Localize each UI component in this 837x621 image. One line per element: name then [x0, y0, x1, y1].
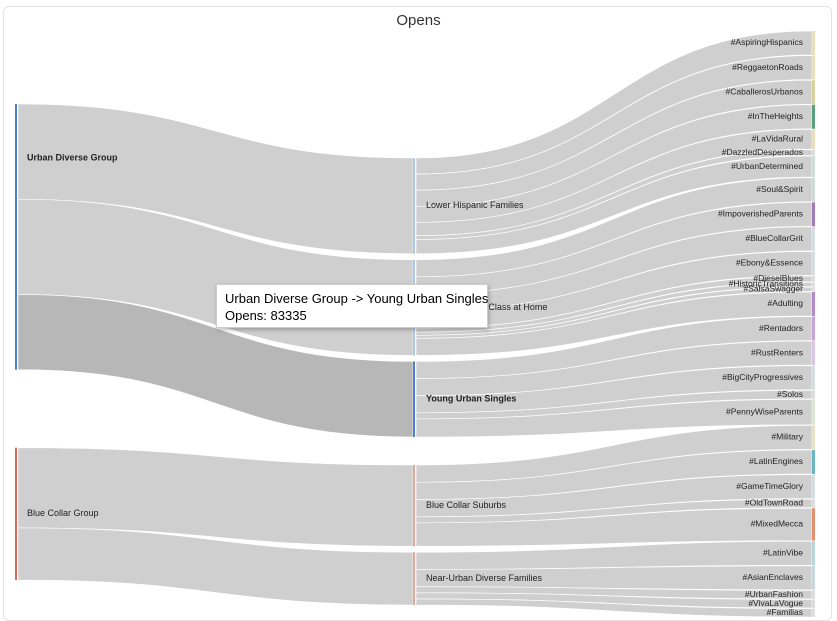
- node-familias[interactable]: [812, 608, 815, 617]
- node-impoverishedparents[interactable]: [812, 202, 815, 227]
- label-soul-spirit: #Soul&Spirit: [756, 184, 803, 194]
- label-asianenclaves: #AsianEnclaves: [743, 572, 803, 582]
- label-near-urban-diverse-families: Near-Urban Diverse Families: [426, 573, 543, 583]
- node-solos[interactable]: [812, 390, 815, 399]
- node-asianenclaves[interactable]: [812, 565, 815, 590]
- tooltip-value: Opens: 83335: [225, 308, 307, 323]
- labels-layer: Urban Diverse Group Blue Collar Group Lowe…: [27, 37, 804, 617]
- node-rustrenters[interactable]: [812, 341, 815, 366]
- node-oldtownroad[interactable]: [812, 499, 815, 508]
- label-rentadors: #Rentadors: [759, 323, 803, 333]
- node-near-urban-diverse-families[interactable]: [413, 552, 415, 605]
- label-adulting: #Adulting: [768, 298, 804, 308]
- label-urbanfashion: #UrbanFashion: [745, 589, 803, 599]
- link-lower-hispanic-families-to-urbandetermined[interactable]: [415, 155, 813, 255]
- node-mixedmecca[interactable]: [812, 508, 815, 541]
- node-young-urban-singles[interactable]: [413, 361, 415, 437]
- link-young-urban-singles-to-pennywiseparents[interactable]: [415, 399, 813, 438]
- node-blue-collar-group[interactable]: [15, 447, 17, 580]
- label-solos: #Solos: [777, 389, 803, 399]
- node-bluecollargrit[interactable]: [812, 226, 815, 251]
- node-soul-spirit[interactable]: [812, 177, 815, 202]
- node-blue-collar-suburbs[interactable]: [413, 465, 415, 547]
- node-adulting[interactable]: [812, 291, 815, 316]
- label-urbandetermined: #UrbanDetermined: [731, 161, 803, 171]
- tooltip-title: Urban Diverse Group -> Young Urban Singl…: [225, 291, 489, 306]
- label-latinengines: #LatinEngines: [749, 456, 803, 466]
- label-lower-hispanic-families: Lower Hispanic Families: [426, 200, 524, 210]
- node-gametimeglory[interactable]: [812, 474, 815, 499]
- tooltip: Urban Diverse Group -> Young Urban Singl…: [216, 284, 488, 328]
- label-dieselblues: #DieselBlues: [753, 273, 803, 283]
- label-rustrenters: #RustRenters: [751, 347, 803, 357]
- node-pennywiseparents[interactable]: [812, 399, 815, 425]
- label-familias: #Familias: [767, 607, 803, 617]
- node-aspiringhispanics[interactable]: [812, 31, 815, 55]
- node-urbanfashion[interactable]: [812, 590, 815, 599]
- node-urbandetermined[interactable]: [812, 155, 815, 178]
- label-salsaswagger: #SalsaSwagger: [743, 283, 803, 293]
- node-ebony-essence[interactable]: [812, 251, 815, 276]
- label-intheheights: #InTheHeights: [748, 111, 803, 121]
- node-reggaetonroads[interactable]: [812, 55, 815, 80]
- node-latinengines[interactable]: [812, 449, 815, 474]
- label-bigcityprogressives: #BigCityProgressives: [722, 372, 803, 382]
- label-blue-collar-suburbs: Blue Collar Suburbs: [426, 500, 507, 510]
- node-dazzleddesperados[interactable]: [812, 149, 815, 156]
- label-mixedmecca: #MixedMecca: [751, 519, 804, 529]
- node-lower-hispanic-families[interactable]: [413, 158, 415, 254]
- label-urban-diverse-group: Urban Diverse Group: [27, 153, 118, 163]
- node-salsaswagger[interactable]: [812, 287, 815, 292]
- label-oldtownroad: #OldTownRoad: [745, 498, 803, 508]
- label-vivalavogue: #VivaLaVogue: [748, 598, 803, 608]
- label-caballerosurbanos: #CaballerosUrbanos: [726, 86, 804, 96]
- label-historictransitions: #HistoricTransitions: [729, 279, 803, 289]
- node-bigcityprogressives[interactable]: [812, 365, 815, 390]
- node-latinvibe[interactable]: [812, 541, 815, 566]
- node-vivalavogue[interactable]: [812, 599, 815, 608]
- label-impoverishedparents: #ImpoverishedParents: [718, 209, 803, 219]
- node-urban-diverse-group[interactable]: [15, 104, 17, 370]
- label-dazzleddesperados: #DazzledDesperados: [722, 147, 803, 157]
- label-ebony-essence: #Ebony&Essence: [736, 258, 803, 268]
- label-young-urban-singles: Young Urban Singles: [426, 394, 516, 404]
- links-layer: [17, 30, 813, 618]
- node-intheheights[interactable]: [812, 104, 815, 129]
- label-latinvibe: #LatinVibe: [763, 547, 803, 557]
- label-reggaetonroads: #ReggaetonRoads: [732, 62, 803, 72]
- label-bluecollargrit: #BlueCollarGrit: [745, 233, 803, 243]
- label-blue-collar-group: Blue Collar Group: [27, 508, 99, 518]
- link-urban-diverse-group-to-lower-hispanic-families[interactable]: [17, 103, 414, 255]
- label-gametimeglory: #GameTimeGlory: [736, 481, 804, 491]
- node-military[interactable]: [812, 425, 815, 450]
- node-dieselblues[interactable]: [812, 276, 815, 282]
- node-caballerosurbanos[interactable]: [812, 80, 815, 105]
- label-pennywiseparents: #PennyWiseParents: [726, 406, 803, 416]
- label-aspiringhispanics: #AspiringHispanics: [731, 37, 803, 47]
- node-historictransitions[interactable]: [812, 282, 815, 287]
- node-rentadors[interactable]: [812, 316, 815, 341]
- label-lavidarural: #LaVidaRural: [752, 133, 803, 143]
- node-lavidarural[interactable]: [812, 129, 815, 150]
- label-military: #Military: [771, 432, 803, 442]
- chart-title: Opens: [396, 12, 441, 29]
